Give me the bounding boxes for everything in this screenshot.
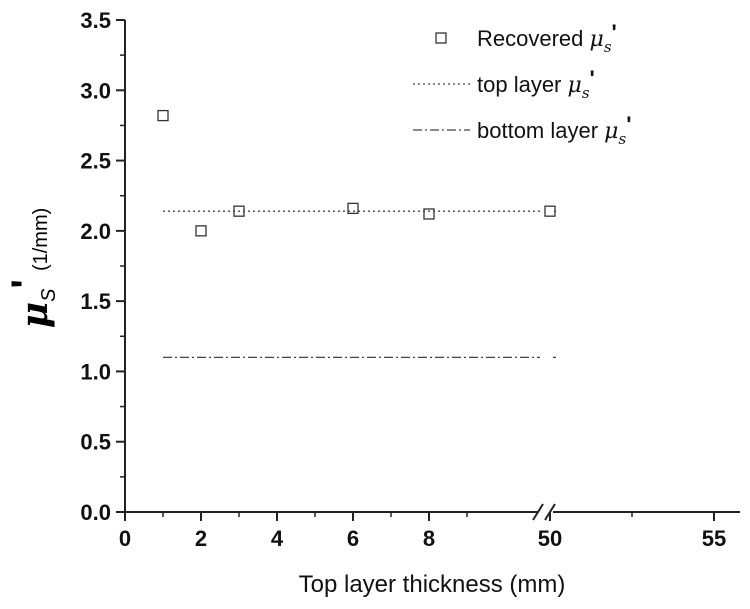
legend-label-sub: s <box>618 130 626 148</box>
y-tick-label: 0.5 <box>80 430 111 455</box>
legend-entry: Recovered μs' <box>435 20 617 56</box>
legend-label-prime: ' <box>626 112 631 137</box>
y-axis-title-mu: μ <box>14 302 56 328</box>
y-axis-title-prime: ' <box>4 279 48 289</box>
x-tick-label: 55 <box>702 526 726 551</box>
axes: 0.0 0.5 1.0 1.5 2.0 2.5 3.0 3.5 0 2 4 6 8 50 55 <box>80 8 740 551</box>
data-point-square <box>347 202 359 215</box>
data-point-square <box>195 225 207 237</box>
y-axis-title-sub: S <box>38 288 60 302</box>
y-tick-label: 3.0 <box>80 78 111 103</box>
x-tick-label: 0 <box>119 526 131 551</box>
legend-label-text: Recovered <box>477 26 590 51</box>
legend-entry: top layer μs' <box>413 66 595 102</box>
y-tick-label: 1.0 <box>80 359 111 384</box>
axis-break-stroke <box>532 503 544 521</box>
y-axis-title-unit: (1/mm) <box>30 208 52 271</box>
y-tick-label: 2.5 <box>80 149 111 174</box>
legend-label-mu: μ <box>604 119 618 144</box>
y-axis-title-text: μS' (1/mm) <box>4 208 60 329</box>
x-axis-title: Top layer thickness (mm) <box>299 571 566 598</box>
data-point-square <box>544 205 556 217</box>
x-tick-label: 2 <box>195 526 207 551</box>
legend-marker-square <box>435 32 447 44</box>
legend-label-prime: ' <box>612 20 617 45</box>
y-tick-label: 2.0 <box>80 219 111 244</box>
legend-label-text: top layer <box>477 72 568 97</box>
legend: Recovered μs'top layer μs'bottom layer μ… <box>413 20 631 148</box>
y-axis-title: μS' (1/mm) <box>4 208 60 329</box>
y-tick-label: 3.5 <box>80 8 111 33</box>
legend-label: Recovered μs' <box>477 20 617 56</box>
legend-entry: bottom layer μs' <box>413 112 631 148</box>
chart-marks <box>157 109 556 359</box>
x-tick-label: 8 <box>423 526 435 551</box>
legend-label-mu: μ <box>568 73 582 98</box>
legend-label-sub: s <box>604 38 612 56</box>
legend-label: top layer μs' <box>477 66 595 102</box>
legend-label: bottom layer μs' <box>477 112 631 148</box>
y-tick-label: 0.0 <box>80 500 111 525</box>
data-point-square <box>423 208 435 220</box>
data-point-square <box>157 109 169 122</box>
legend-label-sub: s <box>582 84 590 102</box>
x-tick-label: 50 <box>538 526 562 551</box>
legend-label-mu: μ <box>590 27 604 52</box>
legend-label-text: bottom layer <box>477 118 604 143</box>
x-tick-label: 6 <box>347 526 359 551</box>
series-recovered <box>157 109 556 237</box>
legend-label-prime: ' <box>590 66 595 91</box>
y-tick-label: 1.5 <box>80 289 111 314</box>
axis-titles: Top layer thickness (mm) μS' (1/mm) <box>4 208 565 598</box>
x-tick-label: 4 <box>271 526 284 551</box>
